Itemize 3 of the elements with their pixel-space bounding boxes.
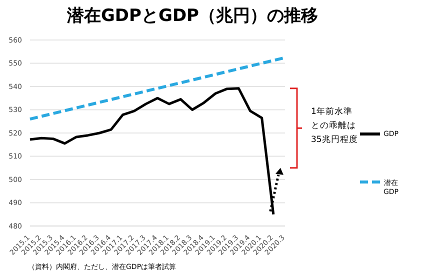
text: 1年前水準との乖離は35兆円程度	[311, 106, 358, 147]
line-series	[28, 87, 275, 216]
chart-title: 潜在GDPとGDP（兆円）の推移	[66, 5, 320, 27]
